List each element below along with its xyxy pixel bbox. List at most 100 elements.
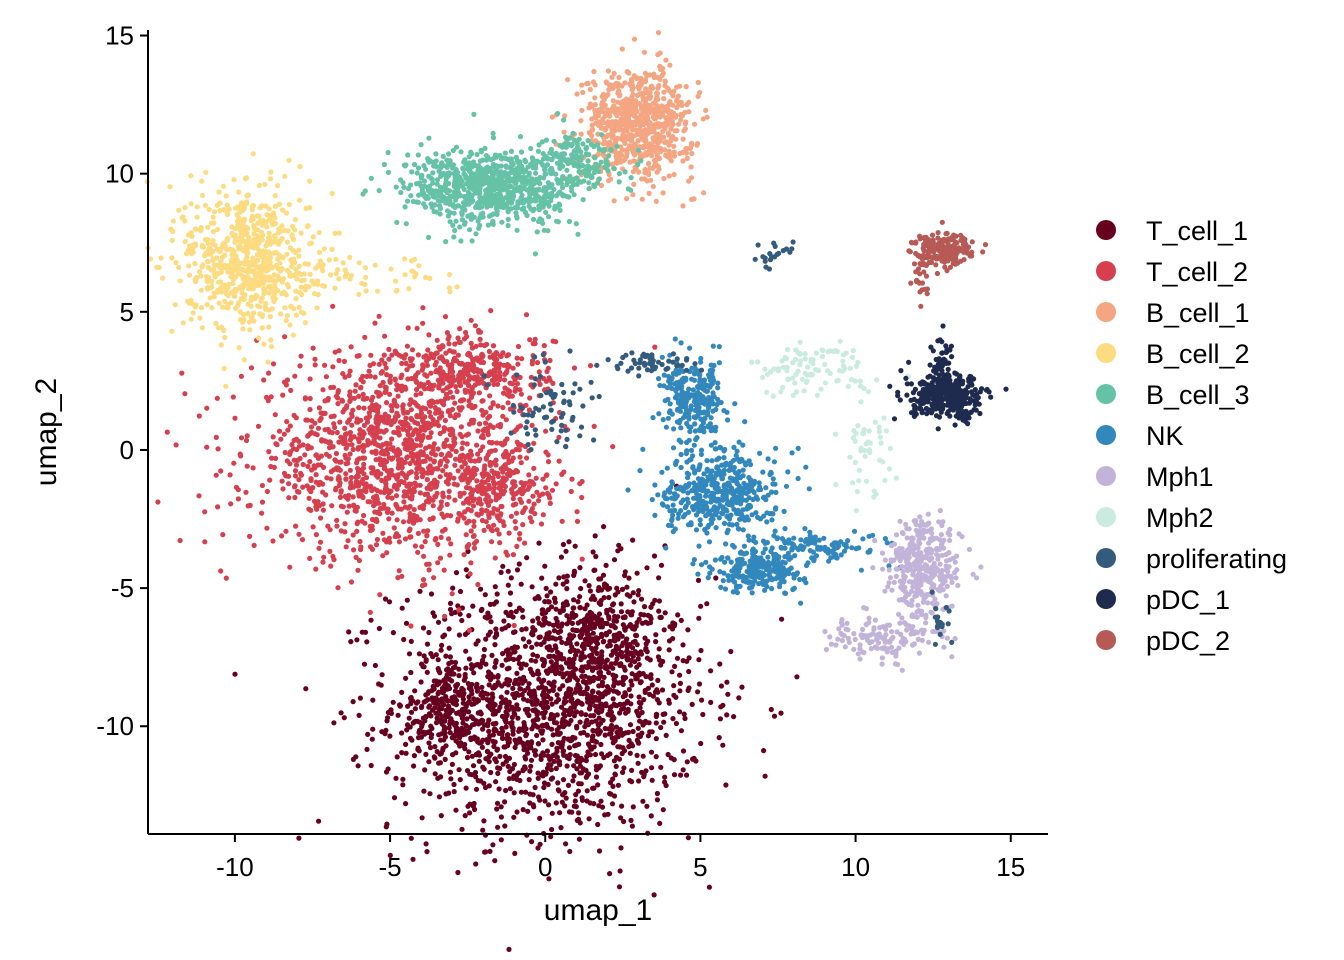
point [457,777,463,783]
point [251,542,257,549]
point [545,781,551,788]
point [452,400,458,406]
point [441,444,447,450]
point [586,816,592,822]
point [577,594,583,600]
point [487,413,493,419]
point [637,718,643,724]
point [415,530,421,537]
point [465,681,471,687]
point [279,533,285,539]
point [617,726,623,732]
point [686,99,692,105]
point [393,775,399,781]
point [376,625,382,632]
point [390,419,396,425]
point [469,345,475,351]
point [334,517,340,524]
point [562,713,568,719]
point [640,722,646,728]
point [565,736,571,742]
point [417,517,423,523]
point [559,518,565,524]
point [460,440,466,446]
point [617,680,623,686]
point [616,646,622,652]
point [492,664,498,670]
point [286,481,292,487]
point [713,575,719,581]
point [567,848,573,855]
point [399,383,405,389]
point [488,769,494,776]
point [582,664,588,670]
point [443,463,449,469]
point [593,659,599,665]
point [608,791,614,797]
point [566,745,573,751]
point [448,668,454,674]
point [602,659,609,665]
point [381,457,387,463]
point [694,142,700,148]
point [433,359,439,365]
point [661,719,667,725]
point [243,489,249,495]
point [370,432,376,438]
point [520,522,526,528]
point [551,628,558,634]
point [218,468,224,474]
point [213,472,219,478]
point [453,384,459,390]
point [699,697,705,703]
point [421,788,427,794]
point [614,656,620,662]
point [475,750,482,756]
point [598,798,604,804]
point [442,613,448,619]
point [548,659,554,665]
point [497,753,503,760]
point [476,662,482,668]
point [419,474,425,480]
point [347,368,353,374]
point [589,719,595,725]
point [584,788,590,794]
point [497,369,503,375]
point [313,566,319,572]
point [504,471,511,477]
point [466,453,472,460]
point [573,612,579,619]
point [688,164,694,170]
point [393,533,399,539]
point [587,363,594,369]
point [499,503,505,510]
point [683,146,689,152]
point [418,679,424,685]
point [674,84,680,90]
point [648,813,654,819]
point [634,664,640,670]
point [542,599,548,605]
point [477,709,483,715]
point [576,836,583,842]
point [639,196,645,202]
point [547,357,553,364]
point [328,563,334,569]
point [280,392,286,398]
point [367,609,373,615]
point [494,350,500,356]
point [469,492,475,498]
point [620,769,626,776]
point [182,239,188,245]
point [482,784,489,791]
point [447,409,453,415]
point [631,181,637,187]
point [332,457,338,463]
point [462,813,468,819]
point [395,425,401,431]
point [546,621,552,627]
point [483,636,489,642]
point [439,354,445,360]
point [658,724,664,731]
